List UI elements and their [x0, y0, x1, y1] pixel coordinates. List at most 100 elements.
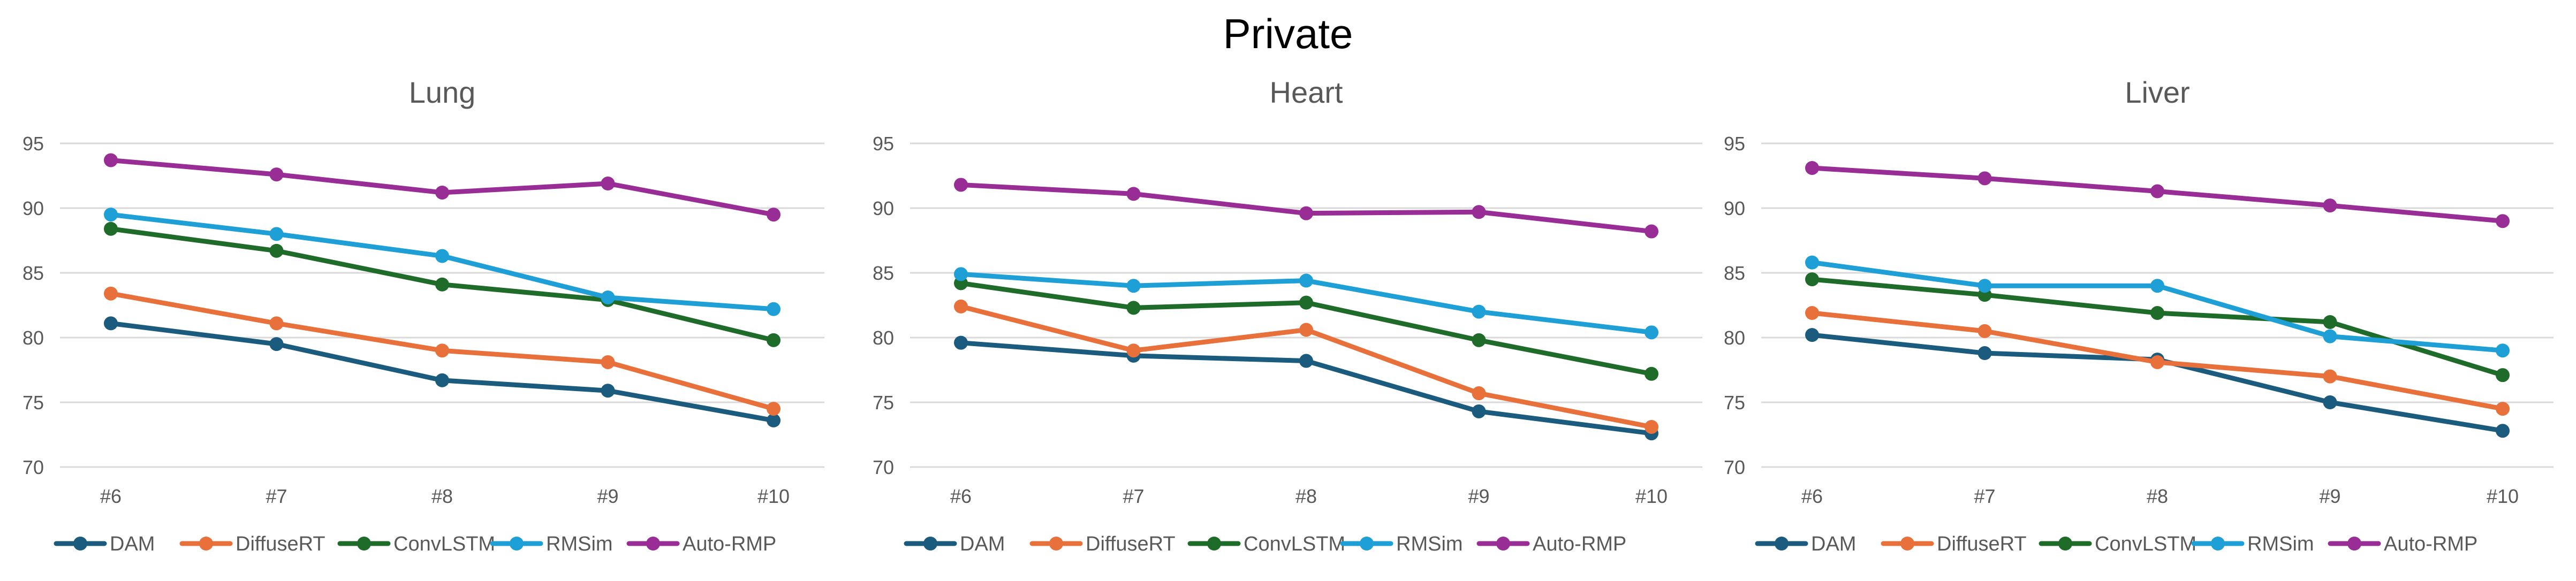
lung-diffusert-point	[435, 343, 449, 358]
lung-dam-point	[269, 337, 284, 351]
lung-rmsim-point	[767, 302, 781, 316]
liver-diffusert-point	[2150, 355, 2164, 369]
lung-x-tick-label: #7	[266, 485, 287, 507]
lung-auto-rmp-point	[767, 208, 781, 222]
liver-y-tick-label: 70	[1724, 456, 1745, 478]
lung-legend-dam-marker	[73, 537, 87, 551]
liver-dam-series-line	[1809, 332, 2505, 433]
heart-legend-auto-rmp-marker	[1496, 537, 1510, 551]
lung-rmsim-point	[435, 249, 449, 263]
heart-auto-rmp-point	[954, 178, 968, 192]
lung-y-tick-label: 80	[22, 327, 44, 349]
lung-legend-diffusert-label: DiffuseRT	[236, 533, 325, 555]
heart-y-tick-label: 95	[873, 133, 894, 155]
lung-legend-convlstm-marker	[357, 537, 371, 551]
liver-x-tick-label: #10	[2487, 485, 2519, 507]
liver-legend-auto-rmp-label: Auto-RMP	[2384, 533, 2477, 555]
heart-diffusert-point	[1645, 419, 1658, 434]
liver-auto-rmp-point	[1978, 171, 1992, 186]
lung-diffusert-point	[104, 286, 118, 301]
liver-diffusert-point	[1978, 324, 1992, 338]
liver-legend-dam-label: DAM	[1811, 533, 1856, 555]
liver-rmsim-point	[1978, 279, 1992, 293]
lung-diffusert-point	[767, 402, 781, 416]
liver-x-tick-label: #6	[1801, 485, 1823, 507]
liver-rmsim-point	[2496, 343, 2510, 358]
lung-legend-rmsim-marker	[510, 537, 524, 551]
liver-diffusert-point	[1805, 306, 1819, 320]
lung-legend-diffusert-marker	[199, 537, 213, 551]
liver-legend-convlstm-marker	[2058, 537, 2072, 551]
lung-legend-convlstm-label: ConvLSTM	[393, 533, 495, 555]
lung-legend-rmsim-label: RMSim	[546, 533, 613, 555]
heart-dam-point	[1299, 354, 1313, 368]
lung-legend-auto-rmp-label: Auto-RMP	[683, 533, 776, 555]
heart-legend-rmsim-label: RMSim	[1396, 533, 1463, 555]
heart-y-tick-label: 75	[873, 392, 894, 414]
lung-diffusert-point	[601, 355, 615, 369]
liver-legend-dam-marker	[1775, 537, 1789, 551]
lung-y-tick-label: 90	[22, 197, 44, 219]
lung-x-tick-label: #6	[100, 485, 122, 507]
liver-dam-point	[1978, 346, 1992, 361]
lung-rmsim-point	[601, 290, 615, 304]
liver-dam-point	[1805, 328, 1819, 342]
liver-legend-diffusert-label: DiffuseRT	[1937, 533, 2027, 555]
lung-rmsim-point	[269, 227, 284, 241]
liver-auto-rmp-point	[2496, 214, 2510, 228]
heart-y-tick-label: 85	[873, 262, 894, 284]
heart-legend-diffusert-label: DiffuseRT	[1086, 533, 1176, 555]
liver-legend-rmsim-marker	[2211, 537, 2225, 551]
liver-diffusert-point	[2496, 402, 2510, 416]
heart-convlstm-point	[1299, 295, 1313, 310]
heart-x-tick-label: #10	[1635, 485, 1668, 507]
lung-legend-auto-rmp-marker	[646, 537, 660, 551]
liver-convlstm-point	[2150, 306, 2164, 320]
heart-x-tick-label: #6	[950, 485, 972, 507]
heart-diffusert-point	[1299, 323, 1313, 337]
liver-auto-rmp-point	[1805, 160, 1819, 175]
heart-y-tick-label: 80	[873, 327, 894, 349]
lung-x-tick-label: #10	[757, 485, 790, 507]
lung-diffusert-point	[269, 316, 284, 331]
liver-x-tick-label: #8	[2147, 485, 2168, 507]
heart-legend-diffusert-marker	[1049, 537, 1063, 551]
liver-chart-title: Liver	[2125, 75, 2189, 109]
heart-rmsim-point	[1472, 304, 1486, 319]
liver-y-tick-label: 95	[1724, 133, 1745, 155]
liver-y-tick-label: 75	[1724, 392, 1745, 414]
liver-diffusert-point	[2323, 369, 2337, 384]
lung-auto-rmp-point	[269, 167, 284, 182]
liver-chart-panel: Liver 70 75 80 85 90 95 #6 #7 #8 #9 #10 DAM DiffuseRT…	[1724, 75, 2554, 555]
lung-dam-point	[767, 413, 781, 427]
lung-chart-title: Lung	[409, 75, 476, 109]
liver-y-tick-label: 90	[1724, 197, 1745, 219]
heart-auto-rmp-point	[1645, 224, 1658, 239]
lung-auto-rmp-point	[601, 177, 615, 191]
lung-dam-point	[104, 316, 118, 331]
heart-convlstm-point	[1126, 301, 1141, 315]
liver-convlstm-point	[2323, 315, 2337, 329]
lung-y-tick-label: 70	[22, 456, 44, 478]
liver-convlstm-point	[2496, 368, 2510, 383]
liver-y-tick-label: 85	[1724, 262, 1745, 284]
heart-convlstm-point	[1472, 333, 1486, 347]
lung-convlstm-point	[104, 221, 118, 236]
heart-auto-rmp-point	[1472, 205, 1486, 219]
heart-auto-rmp-point	[1126, 187, 1141, 201]
liver-legend-convlstm-label: ConvLSTM	[2095, 533, 2196, 555]
liver-y-tick-label: 80	[1724, 327, 1745, 349]
heart-rmsim-point	[1645, 325, 1658, 340]
lung-y-tick-label: 95	[22, 133, 44, 155]
liver-rmsim-point	[2323, 329, 2337, 343]
heart-legend-convlstm-label: ConvLSTM	[1244, 533, 1345, 555]
liver-legend-auto-rmp-marker	[2347, 537, 2361, 551]
heart-diffusert-point	[1126, 343, 1141, 358]
lung-y-tick-label: 75	[22, 392, 44, 414]
lung-auto-rmp-point	[435, 185, 449, 200]
lung-y-tick-label: 85	[22, 262, 44, 284]
heart-x-tick-label: #9	[1468, 485, 1489, 507]
liver-auto-rmp-point	[2150, 184, 2164, 198]
chart-main-title: Private	[1223, 10, 1353, 57]
